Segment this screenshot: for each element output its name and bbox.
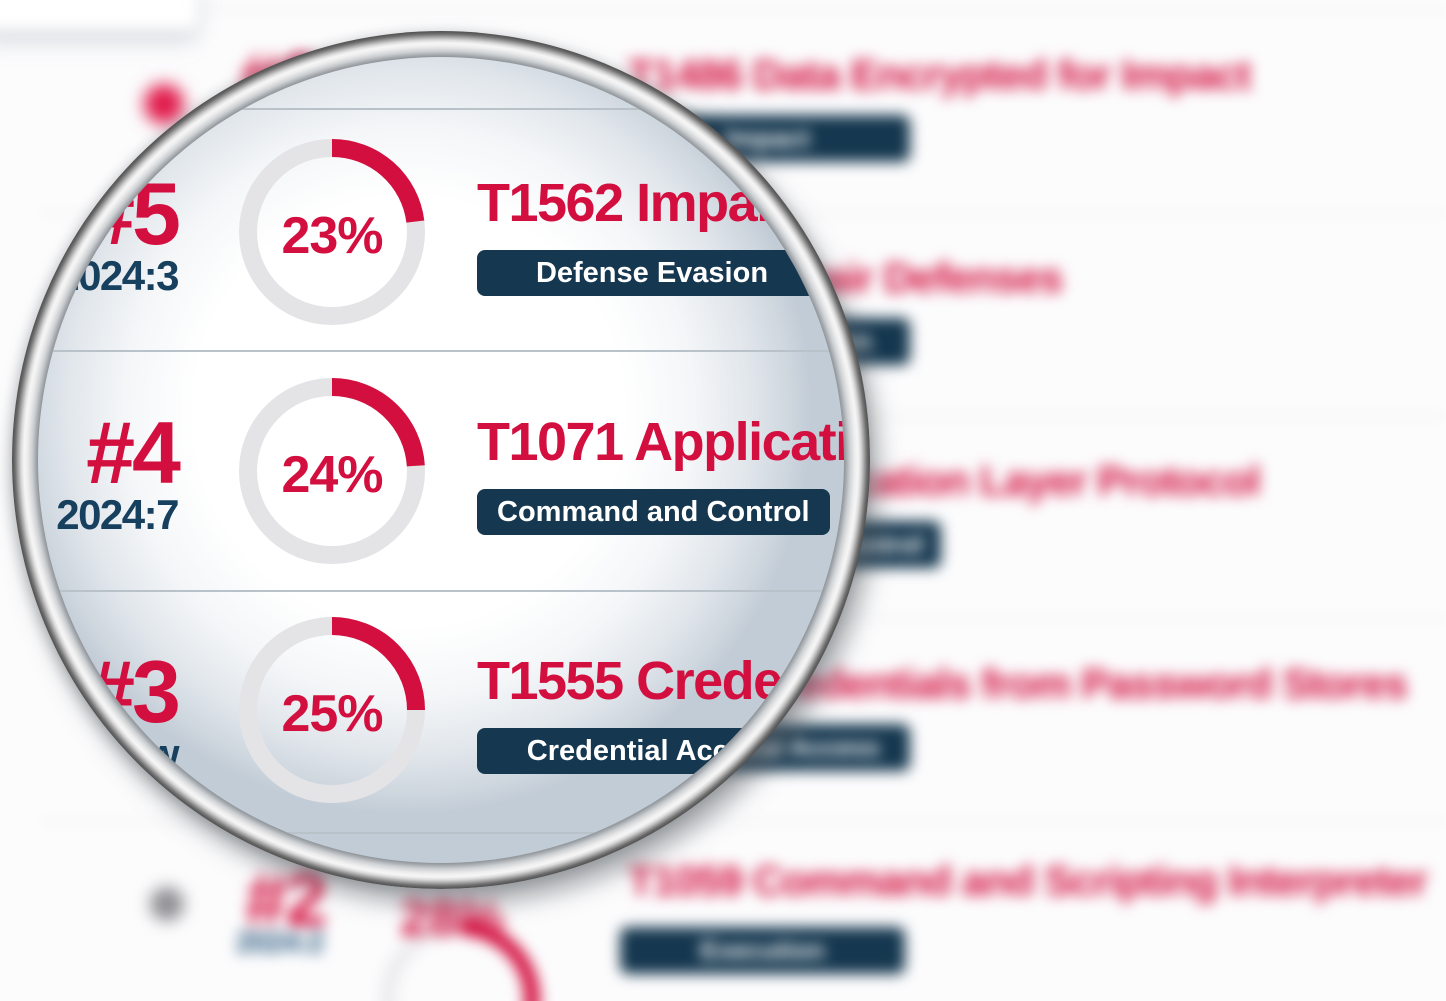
tactic-badge: Defense Evasion: [477, 250, 827, 296]
donut-percent-label: 28%: [400, 889, 505, 947]
technique-title: T1486 Data Encrypted for Impact: [628, 51, 1252, 98]
tactic-badge: Command and Control: [477, 489, 830, 535]
row-separator: [40, 8, 1446, 10]
tactic-badge: Execution: [620, 927, 905, 974]
donut-chart: [239, 617, 425, 803]
rank-label: #4: [86, 403, 181, 502]
lens-row: #5 2024:3 23% T1562 Impair Defenses Defe…: [38, 112, 844, 352]
previous-rank-label: 2024:7: [56, 491, 179, 538]
previous-rank-label: New: [96, 730, 179, 777]
row-separator: [38, 590, 844, 592]
row-separator: [38, 350, 844, 352]
donut-chart: [239, 378, 425, 564]
row-separator: [40, 821, 1446, 823]
magnifier-lens: #5 2024:3 23% T1562 Impair Defenses Defe…: [12, 31, 870, 889]
donut-chart: [380, 920, 540, 1001]
previous-rank-label: 2024:2: [236, 926, 324, 959]
lens-row: #4 2024:7 24% T1071 Application Layer Pr…: [38, 351, 844, 591]
lens-row: #3 New 25% T1555 Credentials from Passwo…: [38, 590, 844, 830]
corner-card: [0, 0, 197, 30]
technique-title: T1059 Command and Scripting Interpreter: [628, 857, 1428, 904]
rank-label: #5: [86, 164, 181, 263]
trend-dot-icon: [144, 84, 184, 124]
technique-title: T1071 Application Layer Protocol: [477, 412, 844, 472]
donut-percent-label: 23%: [281, 207, 383, 265]
tactic-badge: Credential Access: [477, 728, 827, 774]
donut-percent-label: 25%: [281, 685, 383, 743]
row-separator: [38, 108, 844, 110]
previous-rank-label: 2024:3: [56, 252, 179, 299]
row-separator: [38, 832, 844, 834]
trend-dot-icon: [150, 887, 184, 921]
rank-label: #2: [245, 857, 328, 942]
rank-label: #3: [86, 642, 181, 741]
technique-title: T1555 Credentials from Password Stores: [477, 651, 844, 711]
technique-title: T1562 Impair Defenses: [477, 173, 844, 233]
lens-glass: #5 2024:3 23% T1562 Impair Defenses Defe…: [38, 57, 844, 863]
donut-percent-label: 24%: [281, 446, 383, 504]
donut-chart: [239, 139, 425, 325]
